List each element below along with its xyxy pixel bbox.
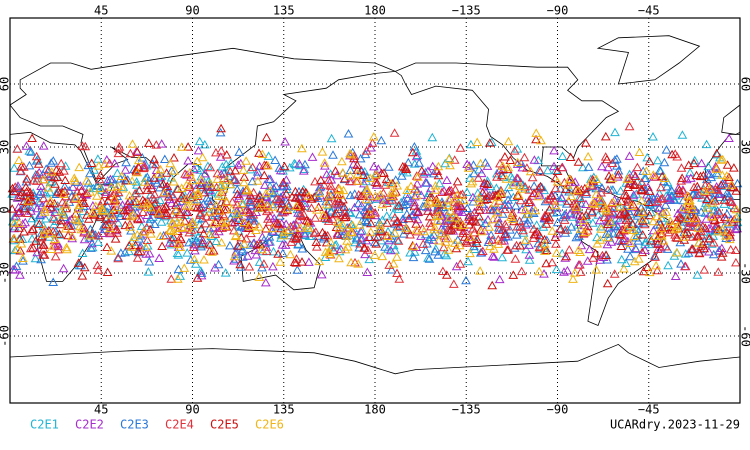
legend-entry: C2E3 [120,418,149,432]
x-tick-label: 45 [94,4,108,18]
x-tick-label: 135 [273,4,295,18]
x-tick-label: 90 [185,403,199,417]
x-tick-label: −90 [547,4,569,18]
y-tick-label: 60 [739,77,750,91]
y-tick-label: 0 [0,206,12,213]
observation-markers [9,128,742,283]
legend-entry: C2E4 [165,418,194,432]
europe-west [722,105,740,134]
x-tick-label: −135 [452,4,481,18]
y-tick-label: 0 [739,206,750,213]
y-tick-label: -60 [0,325,12,347]
observations [7,121,743,290]
map-frame [9,17,741,404]
x-tick-label: −45 [638,4,660,18]
legend-entry: C2E2 [75,418,104,432]
antarctica [10,344,740,373]
north-america [395,63,618,193]
x-tick-label: 90 [185,4,199,18]
observation-markers [7,123,742,290]
x-tick-label: −45 [638,403,660,417]
legend-entry: C2E1 [30,418,59,432]
australia [241,233,320,290]
y-tick-label: -30 [739,262,750,284]
y-tick-label: 60 [0,77,12,91]
product-label: UCARdry.2023-11-29 [610,418,740,432]
y-tick-label: 30 [739,140,750,154]
x-tick-label: −90 [547,403,569,417]
legend-entry: C2E5 [210,418,239,432]
y-tick-label: -60 [739,325,750,347]
x-tick-label: 180 [364,403,386,417]
y-tick-label: -30 [0,262,12,284]
legend-entry: C2E6 [255,418,284,432]
y-tick-label: 30 [0,140,12,154]
greenland [598,36,699,84]
x-tick-label: 135 [273,403,295,417]
x-tick-label: 45 [94,403,108,417]
x-tick-label: −135 [452,403,481,417]
x-tick-label: 180 [364,4,386,18]
